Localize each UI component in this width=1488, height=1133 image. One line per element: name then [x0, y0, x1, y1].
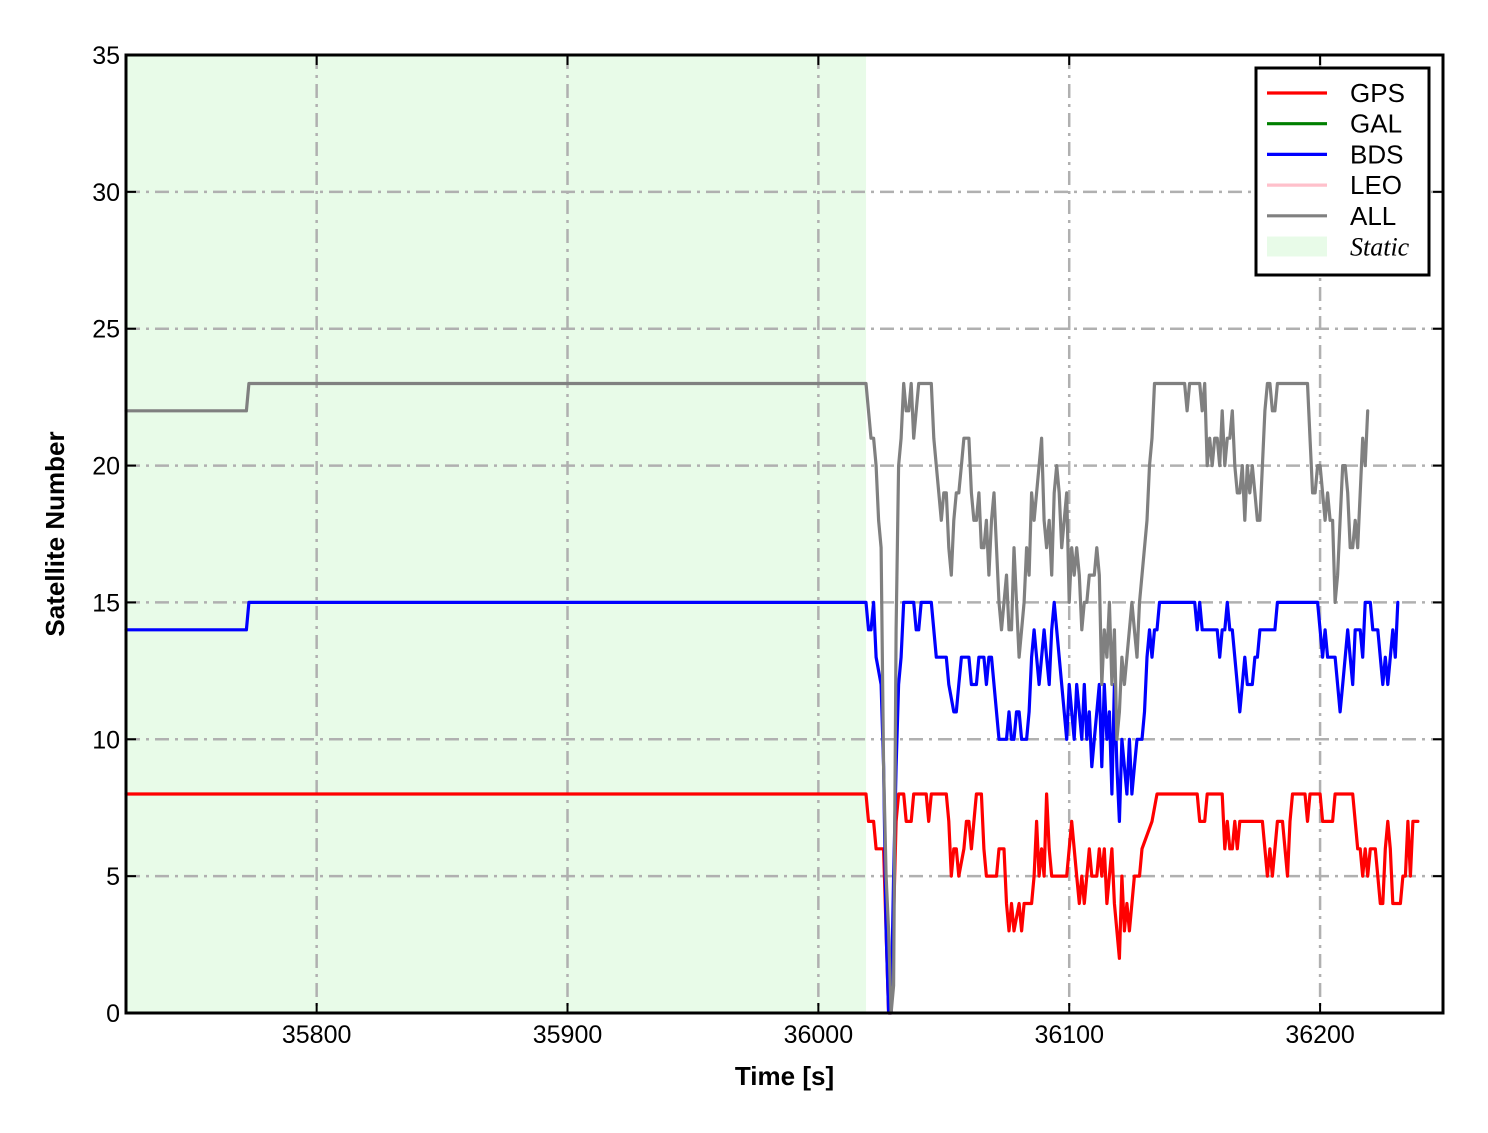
legend: GPS GAL BDS LEO ALL Static	[1254, 66, 1431, 277]
legend-label-static: Static	[1350, 233, 1410, 262]
x-axis-title: Time [s]	[735, 1061, 834, 1091]
series-lines	[124, 381, 1420, 1015]
y-tick-label: 30	[92, 179, 120, 207]
legend-swatch-static	[1267, 236, 1327, 257]
y-tick-label: 10	[92, 726, 120, 754]
x-tick-label: 36000	[784, 1021, 854, 1049]
x-tick-label: 36100	[1034, 1021, 1104, 1049]
y-tick-label: 25	[92, 316, 120, 344]
static-shaded-region	[126, 55, 867, 1013]
y-tick-label: 0	[106, 1000, 120, 1028]
legend-label-bds: BDS	[1350, 139, 1403, 169]
y-tick-label: 15	[92, 589, 120, 617]
y-axis-title: Satellite Number	[40, 431, 70, 636]
x-tick-label: 35800	[282, 1021, 352, 1049]
legend-label-gps: GPS	[1350, 78, 1405, 108]
series-line-bds	[124, 600, 1400, 1015]
axis-ticks: 35800 35900 36000 36100 36200 0 5 10 15 20 25 30 35	[92, 42, 1443, 1049]
series-line-gps	[124, 792, 1420, 1015]
legend-label-leo: LEO	[1350, 170, 1402, 200]
series-line-all	[124, 381, 1370, 1015]
x-tick-label: 36200	[1285, 1021, 1355, 1049]
legend-label-all: ALL	[1350, 201, 1396, 231]
legend-label-gal: GAL	[1350, 109, 1402, 139]
y-tick-label: 5	[106, 863, 120, 891]
y-tick-label: 35	[92, 42, 120, 70]
plot-frame	[124, 53, 1445, 1015]
x-tick-label: 35900	[533, 1021, 603, 1049]
y-tick-label: 20	[92, 453, 120, 481]
